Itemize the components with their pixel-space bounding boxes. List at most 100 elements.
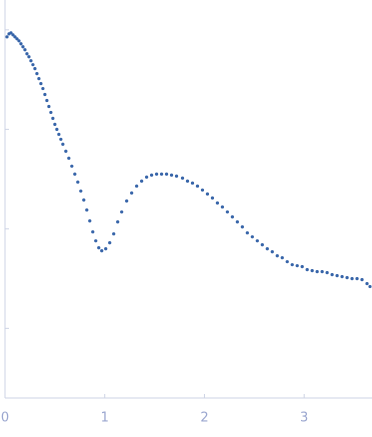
- point: [43, 92, 47, 97]
- point: [64, 149, 68, 153]
- point: [270, 250, 274, 254]
- point: [295, 264, 299, 268]
- point: [140, 179, 144, 183]
- point: [205, 192, 210, 196]
- x-tick-label: 3: [300, 411, 308, 426]
- point: [200, 188, 205, 192]
- point: [164, 172, 169, 176]
- point: [47, 104, 51, 109]
- x-tick-label: 2: [200, 411, 208, 426]
- point: [145, 175, 149, 179]
- point: [39, 81, 43, 86]
- point: [17, 39, 21, 43]
- point: [154, 172, 159, 176]
- point: [230, 215, 234, 219]
- point: [305, 268, 309, 272]
- point: [159, 172, 164, 176]
- point: [33, 67, 37, 71]
- point: [325, 271, 329, 275]
- point: [300, 265, 304, 269]
- point: [97, 246, 101, 250]
- point: [27, 55, 31, 59]
- point: [310, 269, 314, 273]
- point: [220, 205, 225, 209]
- point: [255, 239, 259, 243]
- point: [5, 35, 9, 39]
- point: [112, 232, 116, 236]
- point: [31, 63, 35, 67]
- point: [108, 241, 112, 245]
- point: [235, 220, 239, 224]
- point: [29, 59, 33, 63]
- x-tick-label: 1: [101, 411, 109, 426]
- point: [41, 86, 45, 91]
- point: [169, 173, 174, 177]
- point: [250, 235, 254, 239]
- point: [13, 35, 17, 39]
- point: [265, 247, 269, 251]
- x-tick-label: 0: [1, 411, 9, 426]
- point: [67, 156, 71, 160]
- point: [23, 48, 27, 52]
- point: [120, 210, 124, 214]
- point: [150, 173, 154, 177]
- point: [195, 184, 200, 188]
- point: [55, 127, 59, 131]
- point: [53, 122, 57, 126]
- point: [88, 219, 92, 223]
- point: [61, 142, 65, 146]
- point: [59, 137, 63, 141]
- point: [315, 270, 319, 274]
- point: [245, 231, 249, 235]
- point: [49, 110, 53, 115]
- point: [174, 174, 179, 178]
- point: [320, 270, 324, 274]
- point: [355, 277, 359, 281]
- point: [280, 256, 284, 260]
- point: [51, 116, 55, 121]
- point: [130, 191, 134, 195]
- point: [37, 77, 41, 81]
- point: [290, 263, 294, 267]
- point: [190, 181, 195, 185]
- point: [285, 260, 289, 264]
- point: [11, 33, 15, 37]
- point: [185, 179, 190, 183]
- point: [125, 199, 129, 203]
- point: [15, 37, 19, 41]
- point: [365, 281, 369, 286]
- point: [116, 220, 120, 224]
- point: [25, 52, 29, 56]
- point: [135, 184, 139, 188]
- point: [210, 196, 215, 200]
- point: [79, 189, 83, 193]
- point: [85, 208, 89, 212]
- point: [100, 249, 104, 253]
- point: [225, 210, 229, 214]
- point: [180, 176, 185, 180]
- point: [215, 201, 220, 205]
- point: [35, 72, 39, 76]
- point: [368, 284, 372, 289]
- point: [360, 277, 364, 282]
- point: [91, 230, 95, 234]
- point: [82, 198, 86, 202]
- point: [21, 45, 25, 49]
- point: [45, 98, 49, 103]
- point: [94, 239, 98, 243]
- point: [350, 277, 354, 281]
- point: [345, 276, 349, 280]
- point: [104, 247, 108, 251]
- point: [57, 132, 61, 136]
- point: [330, 273, 334, 277]
- point: [340, 275, 344, 279]
- point: [73, 172, 77, 176]
- point: [9, 31, 13, 35]
- point: [76, 180, 80, 184]
- point: [19, 42, 23, 46]
- point: [275, 254, 279, 258]
- point: [240, 225, 244, 229]
- point: [260, 243, 264, 247]
- point: [335, 274, 339, 278]
